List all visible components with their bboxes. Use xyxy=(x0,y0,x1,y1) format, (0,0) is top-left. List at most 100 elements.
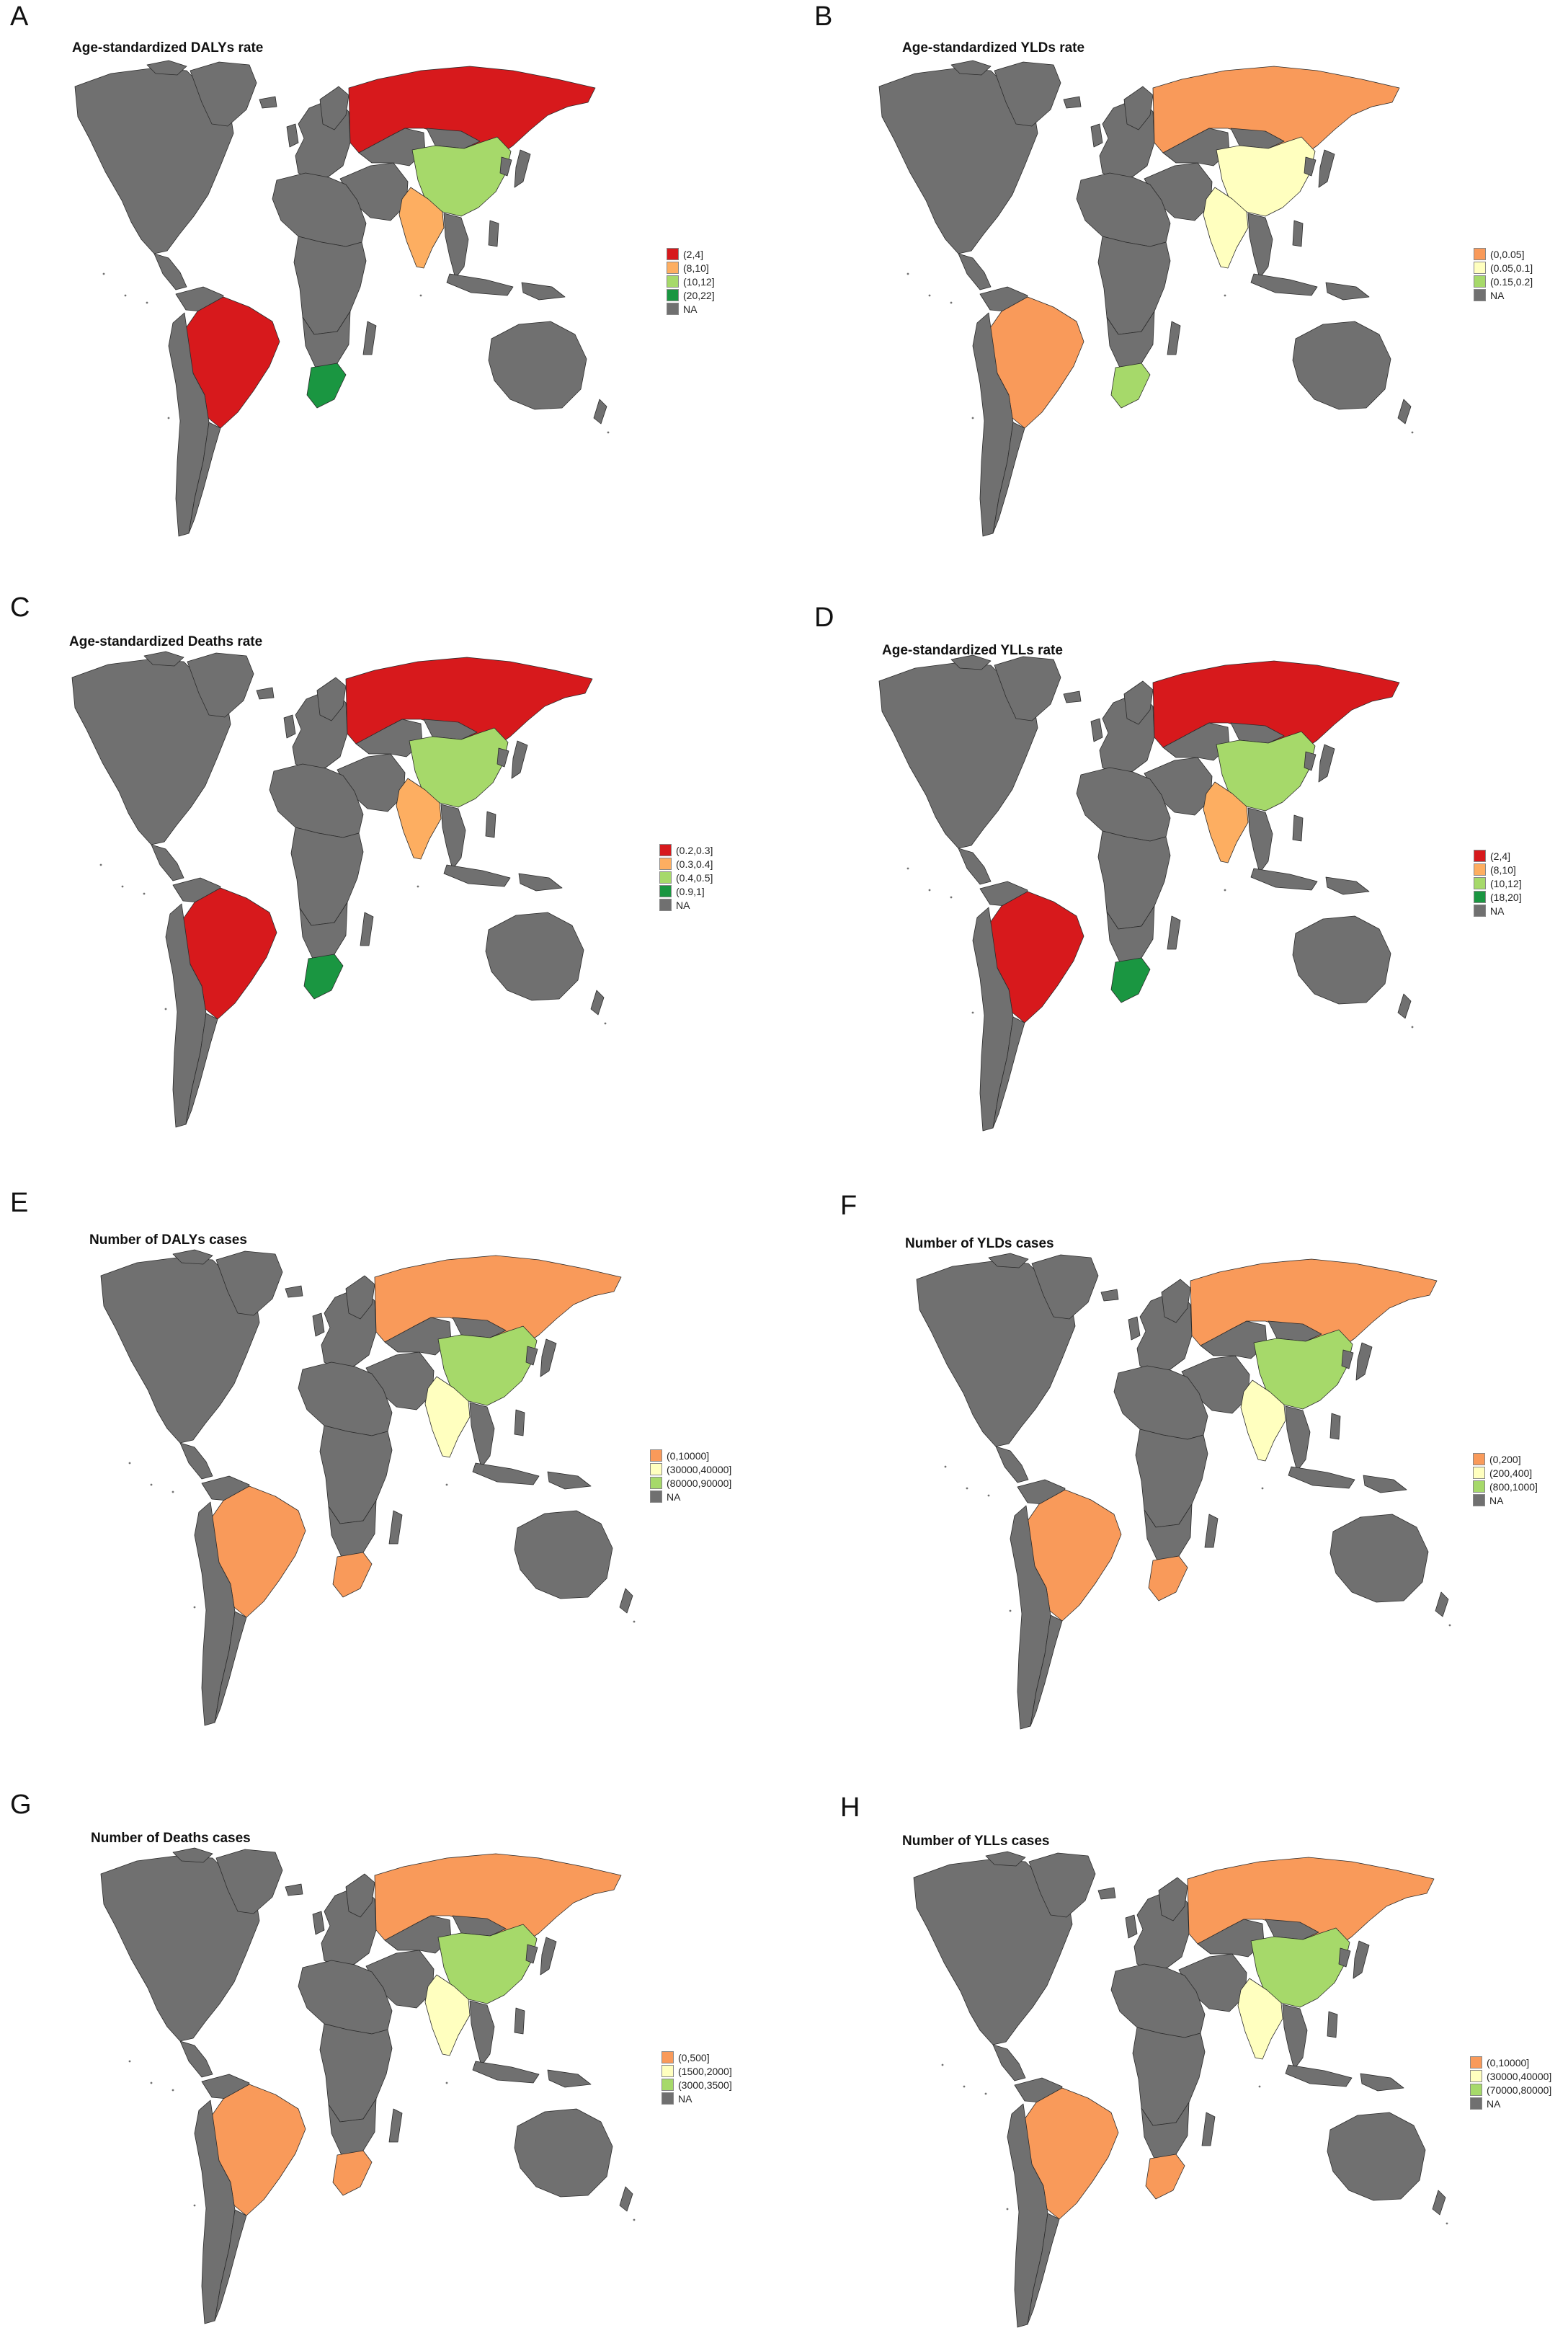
island-dot xyxy=(561,950,564,953)
map-legend: (0,200] (200,400] (800,1000] NA xyxy=(1473,1452,1538,1507)
map-legend: (0.2,0.3] (0.3,0.4] (0.4,0.5] (0.9,1] NA xyxy=(659,843,713,912)
island-dot xyxy=(445,2081,448,2084)
legend-item: (800,1000] xyxy=(1473,1480,1538,1493)
country-india xyxy=(1240,1379,1286,1462)
country-southeast-asia xyxy=(1282,2004,1308,2070)
legend-label: NA xyxy=(678,2092,692,2105)
panel-letter: A xyxy=(10,1,29,32)
country-japan xyxy=(1318,149,1335,188)
map-legend: (2,4] (8,10] (10,12] (18,20] NA xyxy=(1474,849,1522,917)
legend-swatch xyxy=(1470,2084,1482,2096)
country-mongolia xyxy=(452,1915,507,1937)
legend-item: (1500,2000] xyxy=(662,2064,732,2078)
country-africa-central xyxy=(1135,1429,1208,1528)
country-uk xyxy=(1090,718,1103,742)
legend-label: NA xyxy=(1489,1494,1504,1506)
country-india xyxy=(1203,187,1249,269)
island-dot xyxy=(944,1465,947,1468)
country-north-america xyxy=(100,1257,260,1444)
world-map xyxy=(100,1847,636,2324)
panel-letter: D xyxy=(814,603,834,633)
legend-swatch xyxy=(1470,2070,1482,2082)
country-iceland xyxy=(256,687,275,700)
country-south-america-south xyxy=(992,422,1025,534)
country-southeast-asia xyxy=(440,804,466,870)
country-japan xyxy=(514,149,531,188)
legend-label: NA xyxy=(667,1490,681,1503)
country-north-america xyxy=(878,68,1038,254)
island-dot xyxy=(416,885,419,888)
country-new-zealand xyxy=(1435,1591,1449,1617)
legend-label: (30000,40000] xyxy=(1487,2070,1552,2082)
legend-swatch xyxy=(1473,1494,1485,1506)
country-iceland xyxy=(1097,1887,1116,1900)
country-uk xyxy=(1125,1914,1138,1939)
country-japan xyxy=(511,740,528,779)
country-central-america xyxy=(958,848,992,885)
island-dot xyxy=(1446,2222,1448,2225)
country-southafrica xyxy=(332,1552,373,1598)
country-africa-south-north xyxy=(302,311,351,368)
country-central-america xyxy=(179,1442,213,1480)
country-africa-south-north xyxy=(328,2098,377,2156)
country-new-guinea xyxy=(1325,876,1370,895)
country-japan xyxy=(540,1338,557,1377)
panel-letter: F xyxy=(840,1191,858,1221)
country-south-america-west xyxy=(194,1501,236,1726)
island-dot xyxy=(906,867,909,870)
country-madagascar xyxy=(360,912,374,946)
country-africa-central xyxy=(1097,830,1171,930)
legend-item: (0,500] xyxy=(662,2050,732,2064)
island-dot xyxy=(963,2085,966,2088)
island-dot xyxy=(1368,954,1371,956)
country-korea xyxy=(499,156,512,177)
legend-swatch xyxy=(659,844,672,856)
island-dot xyxy=(102,272,105,275)
legend-item: NA xyxy=(659,898,713,912)
country-new-zealand xyxy=(590,990,605,1016)
legend-label: (70000,80000] xyxy=(1487,2084,1552,2096)
country-south-america-west xyxy=(1010,1505,1051,1730)
legend-item: (2,4] xyxy=(1474,849,1522,863)
island-dot xyxy=(633,1620,636,1623)
country-southeast-asia xyxy=(1247,807,1273,874)
world-map xyxy=(878,654,1414,1132)
country-madagascar xyxy=(362,321,377,355)
legend-label: (3000,3500] xyxy=(678,2079,732,2091)
legend-swatch xyxy=(650,1477,662,1489)
country-new-zealand xyxy=(1397,993,1412,1019)
panel-title: Number of DALYs cases xyxy=(89,1232,247,1248)
island-dot xyxy=(607,431,610,434)
island-dot xyxy=(1006,2208,1009,2211)
country-central-america xyxy=(153,253,187,290)
country-philippines xyxy=(485,811,496,838)
legend-swatch xyxy=(1473,1467,1485,1479)
legend-item: NA xyxy=(650,1490,731,1503)
country-indonesia-1 xyxy=(1285,2064,1353,2087)
country-japan xyxy=(1353,1940,1370,1979)
island-dot xyxy=(971,417,974,419)
country-south-america-south xyxy=(185,1013,218,1125)
legend-label: (200,400] xyxy=(1489,1467,1533,1479)
country-japan xyxy=(1318,744,1335,783)
legend-label: (0,10000] xyxy=(667,1449,710,1462)
country-uk xyxy=(312,1312,325,1337)
legend-label: (0,10000] xyxy=(1487,2056,1530,2069)
legend-item: (2,4] xyxy=(667,247,715,261)
country-india xyxy=(398,187,445,269)
island-dot xyxy=(633,2218,636,2221)
map-legend: (2,4] (8,10] (10,12] (20,22] NA xyxy=(667,247,715,316)
country-southafrica xyxy=(306,363,347,409)
legend-label: NA xyxy=(1487,2097,1501,2110)
island-dot xyxy=(950,896,953,899)
panel-title: Number of YLLs cases xyxy=(902,1834,1050,1849)
country-greenland xyxy=(994,61,1061,127)
island-dot xyxy=(172,1490,174,1493)
legend-label: (800,1000] xyxy=(1489,1480,1538,1493)
country-new-guinea xyxy=(1360,2073,1404,2092)
legend-label: (10,12] xyxy=(1490,877,1522,889)
legend-item: (80000,90000] xyxy=(650,1476,731,1490)
legend-swatch xyxy=(1474,262,1486,274)
legend-label: (0,500] xyxy=(678,2051,710,2063)
legend-label: (0,200] xyxy=(1489,1453,1521,1465)
